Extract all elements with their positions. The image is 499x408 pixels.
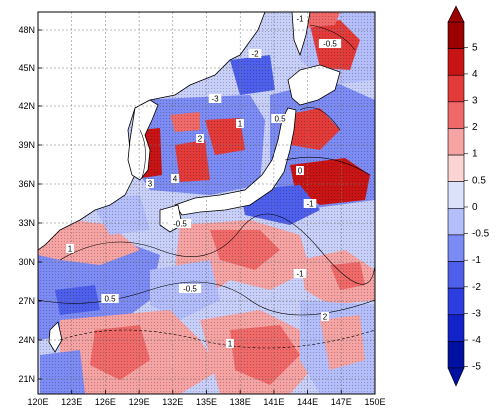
contour-label-layer: -1 -0.5 -2 -3 1 0.5 2 3 4 0 -1 -0.5 1 0.5 -0.5 -1 2 1 — [66, 14, 342, 349]
contour-label-box — [171, 174, 179, 183]
lon-tick-label: 135E — [196, 397, 217, 407]
contour-label: 0.5 — [104, 295, 116, 304]
colorbar-bottom-arrow — [447, 367, 465, 387]
colorbar-segment — [447, 234, 465, 262]
colorbar-label: 5 — [472, 42, 478, 53]
map-panel: -1 -0.5 -2 -3 1 0.5 2 3 4 0 -1 -0.5 1 0.5 -0.5 -1 2 1 — [38, 12, 375, 394]
colorbar-segment — [447, 128, 465, 156]
japan-hokkaido — [287, 64, 341, 106]
colorbar-label: 0 — [472, 202, 478, 213]
contour-label-box — [236, 119, 244, 128]
contour-label: 4 — [173, 175, 178, 184]
colorbar-label: 3 — [472, 96, 478, 107]
colorbar-label: 2 — [472, 122, 478, 133]
japan-honshu — [174, 107, 297, 216]
lat-tick-label: 21N — [18, 374, 35, 384]
contour-label: 1 — [228, 340, 233, 349]
colorbar-label: -3 — [472, 308, 481, 319]
colorbar-segment — [447, 48, 465, 76]
contour-label: -1 — [296, 15, 304, 24]
contour-label-box — [178, 284, 202, 293]
colorbar-label: -0.5 — [472, 229, 490, 240]
colorbar-label: -4 — [472, 335, 481, 346]
contour-label: -0.5 — [173, 220, 187, 229]
colorbar-segment — [447, 208, 465, 236]
colorbar-segment — [447, 341, 465, 369]
colorbar-label: -5 — [472, 362, 481, 373]
colorbar-label: 1 — [472, 149, 478, 160]
contour-label-box — [146, 179, 154, 188]
lon-tick-label: 144E — [297, 397, 318, 407]
lon-tick-label: 120E — [27, 397, 48, 407]
colorbar-segment — [447, 74, 465, 103]
contour-label: 2 — [198, 135, 203, 144]
colorbar-segment — [447, 154, 465, 182]
lat-tick-label: 36N — [18, 179, 35, 189]
contour-label-box — [271, 114, 289, 123]
colorbar-segment — [447, 101, 465, 129]
lon-tick-label: 141E — [263, 397, 284, 407]
contour-label: 1 — [238, 120, 243, 129]
contour-label-box — [208, 94, 222, 103]
lat-tick-label: 39N — [18, 140, 35, 150]
contour-label: 1 — [68, 245, 73, 254]
axis-ticks: 120E 123E 126E 129E 132E 135E 138E 141E 144E 147E… — [18, 25, 385, 407]
colorbar-segment — [447, 181, 465, 209]
contour-label-box — [168, 219, 192, 228]
lat-tick-label: 42N — [18, 101, 35, 111]
contour-label-box — [296, 166, 304, 175]
contour-label-box — [196, 134, 204, 143]
contour-label: -0.5 — [323, 40, 337, 49]
lat-tick-label: 27N — [18, 296, 35, 306]
contour-label: 0 — [298, 167, 303, 176]
contour-label-box — [318, 39, 342, 48]
contour-label-box — [226, 339, 234, 348]
lat-tick-label: 24N — [18, 335, 35, 345]
contour-label: -1 — [296, 270, 304, 279]
lon-tick-label: 147E — [331, 397, 352, 407]
asian-mainland — [38, 12, 266, 251]
colorbar-segment — [447, 314, 465, 342]
colorbar: 5 4 3 2 1 0.5 0 -0.5 -1 -2 -3 -4 -5 — [447, 5, 490, 387]
colorbar-segment — [447, 261, 465, 289]
lon-tick-label: 132E — [162, 397, 183, 407]
contour-label: 2 — [323, 313, 328, 322]
lon-tick-label: 123E — [61, 397, 82, 407]
contour-label: -2 — [251, 50, 259, 59]
colorbar-label: 4 — [472, 69, 478, 80]
contour-label: 0.5 — [274, 115, 286, 124]
colorbar-label: -1 — [472, 255, 481, 266]
contour-label-box — [303, 199, 317, 208]
contour-label: -1 — [306, 200, 314, 209]
colorbar-label: -2 — [472, 282, 481, 293]
lat-tick-label: 30N — [18, 257, 35, 267]
korean-peninsula — [127, 99, 159, 181]
contour-label-box — [248, 49, 262, 58]
colorbar-segment — [447, 21, 465, 49]
land-areas — [38, 12, 341, 353]
colorbar-label: 0.5 — [472, 175, 486, 186]
lat-tick-label: 33N — [18, 218, 35, 228]
colorbar-top-arrow — [447, 5, 465, 23]
lon-tick-label: 129E — [129, 397, 150, 407]
lon-tick-label: 126E — [95, 397, 116, 407]
contour-label-box — [293, 269, 307, 278]
taiwan — [48, 321, 63, 353]
contour-label: -0.5 — [183, 285, 197, 294]
lat-tick-label: 48N — [18, 25, 35, 35]
contour-label-box — [101, 294, 119, 303]
contour-label-box — [293, 14, 307, 23]
lat-tick-label: 45N — [18, 63, 35, 73]
contour-label-box — [321, 312, 329, 321]
contour-label-box — [66, 244, 74, 253]
lon-tick-label: 150E — [364, 397, 385, 407]
colorbar-segment — [447, 287, 465, 316]
contour-lines — [38, 24, 375, 349]
graticule — [38, 12, 375, 394]
contour-label: -3 — [211, 95, 219, 104]
lon-tick-label: 138E — [230, 397, 251, 407]
contour-label: 3 — [148, 180, 153, 189]
